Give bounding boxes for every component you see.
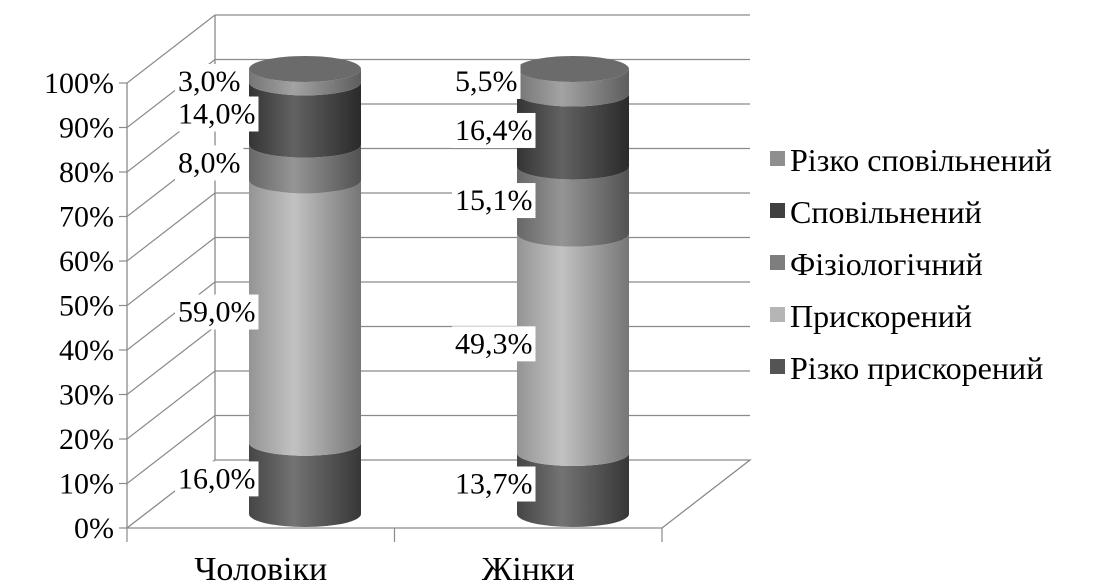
bar-segment: [249, 442, 361, 527]
legend: Різко сповільнений Сповільнений Фізіологіч…: [770, 142, 1052, 386]
gridline-side: [126, 326, 216, 395]
gridline-side: [126, 415, 216, 484]
data-label-bg: [175, 96, 259, 132]
y-tick-label: 100%: [44, 67, 114, 100]
data-label-bg: [175, 145, 244, 181]
data-label-bg: [452, 183, 536, 219]
y-tick-label: 10%: [59, 468, 114, 501]
data-labels: 16,0% 59,0% 8,0% 14,0%3,0% 13,7% 49,3% 15,1% 16…: [175, 64, 536, 502]
y-tick-label: 0%: [74, 512, 114, 545]
bar-top-cap: [517, 56, 629, 82]
data-label-bg: [175, 64, 244, 99]
legend-label: Різко прискорений: [790, 350, 1043, 386]
bar-segment: [249, 82, 361, 158]
data-label: 5,5%: [455, 65, 518, 98]
gridline-side: [126, 14, 216, 84]
y-tick-label: 30%: [59, 379, 114, 412]
data-label: 59,0%: [178, 296, 256, 329]
data-label: 14,0%: [178, 98, 256, 131]
gridline-side: [126, 237, 216, 306]
bar-segment: [249, 180, 361, 456]
y-tick-label: 60%: [59, 245, 114, 278]
y-tick-label: 80%: [59, 156, 114, 189]
bar-segment: [517, 69, 629, 107]
legend-swatch: [770, 307, 785, 322]
data-label-bg: [452, 466, 536, 502]
category-label: Чоловіки: [194, 551, 327, 586]
legend-swatch: [770, 151, 785, 166]
data-label: 16,4%: [455, 114, 533, 147]
x-axis: Чоловіки Жінки: [126, 528, 663, 586]
bar-segment: [249, 144, 361, 194]
legend-swatch: [770, 359, 785, 374]
y-tick-label: 90%: [59, 112, 114, 145]
legend-label: Сповільнений: [790, 194, 982, 230]
data-label-bg: [175, 294, 259, 330]
legend-label: Різко сповільнений: [790, 142, 1052, 178]
data-label: 15,1%: [455, 184, 533, 217]
y-tick-label: 50%: [59, 290, 114, 323]
data-label-bg: [175, 461, 259, 497]
category-label: Жінки: [482, 551, 575, 586]
y-axis: 0% 10% 20% 30% 40% 50% 60% 70% 80% 90% 100%: [44, 67, 128, 545]
bar-segment: [517, 93, 629, 180]
gridline-side: [126, 370, 216, 440]
bars: [249, 56, 629, 527]
bar-segment: [517, 453, 629, 527]
bar-segment: [249, 69, 361, 96]
legend-swatch: [770, 203, 785, 218]
y-tick-label: 40%: [59, 334, 114, 367]
data-label: 8,0%: [178, 146, 241, 179]
data-label-bg: [452, 64, 521, 99]
gridline-side: [126, 192, 216, 262]
y-tick-label: 70%: [59, 201, 114, 234]
data-label: 16,0%: [178, 462, 256, 495]
bar-segment: [517, 233, 629, 467]
data-label: 3,0%: [178, 65, 241, 98]
gridline-side: [126, 281, 216, 351]
legend-label: Фізіологічний: [790, 246, 983, 282]
y-tick-label: 20%: [59, 423, 114, 456]
legend-swatch: [770, 255, 785, 270]
bar-segment: [517, 166, 629, 247]
data-label-bg: [452, 326, 536, 362]
legend-label: Прискорений: [790, 298, 972, 334]
data-label: 13,7%: [455, 468, 533, 501]
data-label: 49,3%: [455, 327, 533, 360]
data-label-bg: [452, 112, 536, 148]
bar-top-cap: [249, 56, 361, 82]
